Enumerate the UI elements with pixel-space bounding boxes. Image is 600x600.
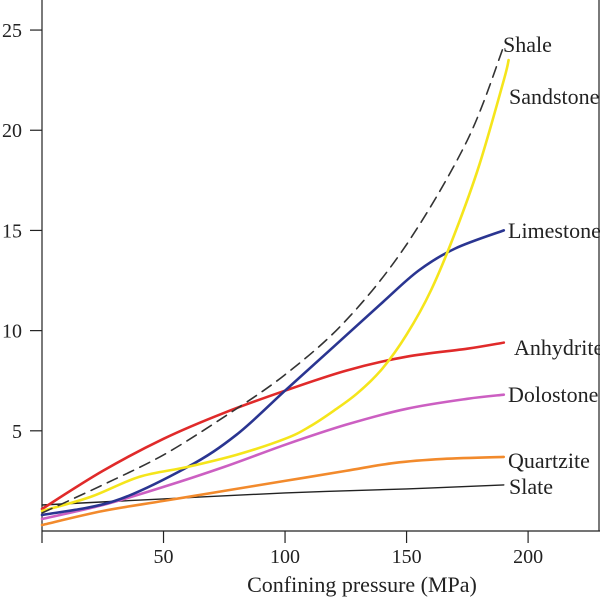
y-tick-label: 15 bbox=[2, 220, 22, 242]
series-label-limestone: Limestone bbox=[508, 218, 600, 243]
series-line-sandstone bbox=[40, 58, 510, 513]
x-tick-label: 150 bbox=[392, 546, 422, 568]
series-line-limestone bbox=[40, 229, 506, 517]
y-tick-label: 10 bbox=[2, 321, 22, 343]
series-label-dolostone: Dolostone bbox=[508, 382, 598, 407]
series-label-quartzite: Quartzite bbox=[508, 448, 590, 473]
x-tick-label: 200 bbox=[513, 546, 543, 568]
x-axis-label: Confining pressure (MPa) bbox=[247, 572, 477, 597]
axes: 50 100 150 200 5 10 15 20 25 bbox=[2, 0, 600, 568]
y-tick-label: 25 bbox=[2, 20, 22, 42]
y-tick-label: 20 bbox=[2, 120, 22, 142]
series-line-dolostone bbox=[40, 393, 506, 521]
series-line-quartzite bbox=[40, 455, 506, 527]
series-label-anhydrite: Anhydrite bbox=[514, 335, 600, 360]
series-label-slate: Slate bbox=[509, 474, 553, 499]
x-tick-label: 100 bbox=[270, 546, 300, 568]
y-tick-label: 5 bbox=[12, 421, 22, 443]
series-label-shale: Shale bbox=[503, 32, 552, 57]
series-line-shale bbox=[41, 45, 505, 514]
series-lines bbox=[40, 45, 510, 527]
x-tick-label: 50 bbox=[154, 546, 174, 568]
series-label-sandstone: Sandstone bbox=[509, 84, 599, 109]
series-line-anhydrite bbox=[40, 341, 506, 511]
